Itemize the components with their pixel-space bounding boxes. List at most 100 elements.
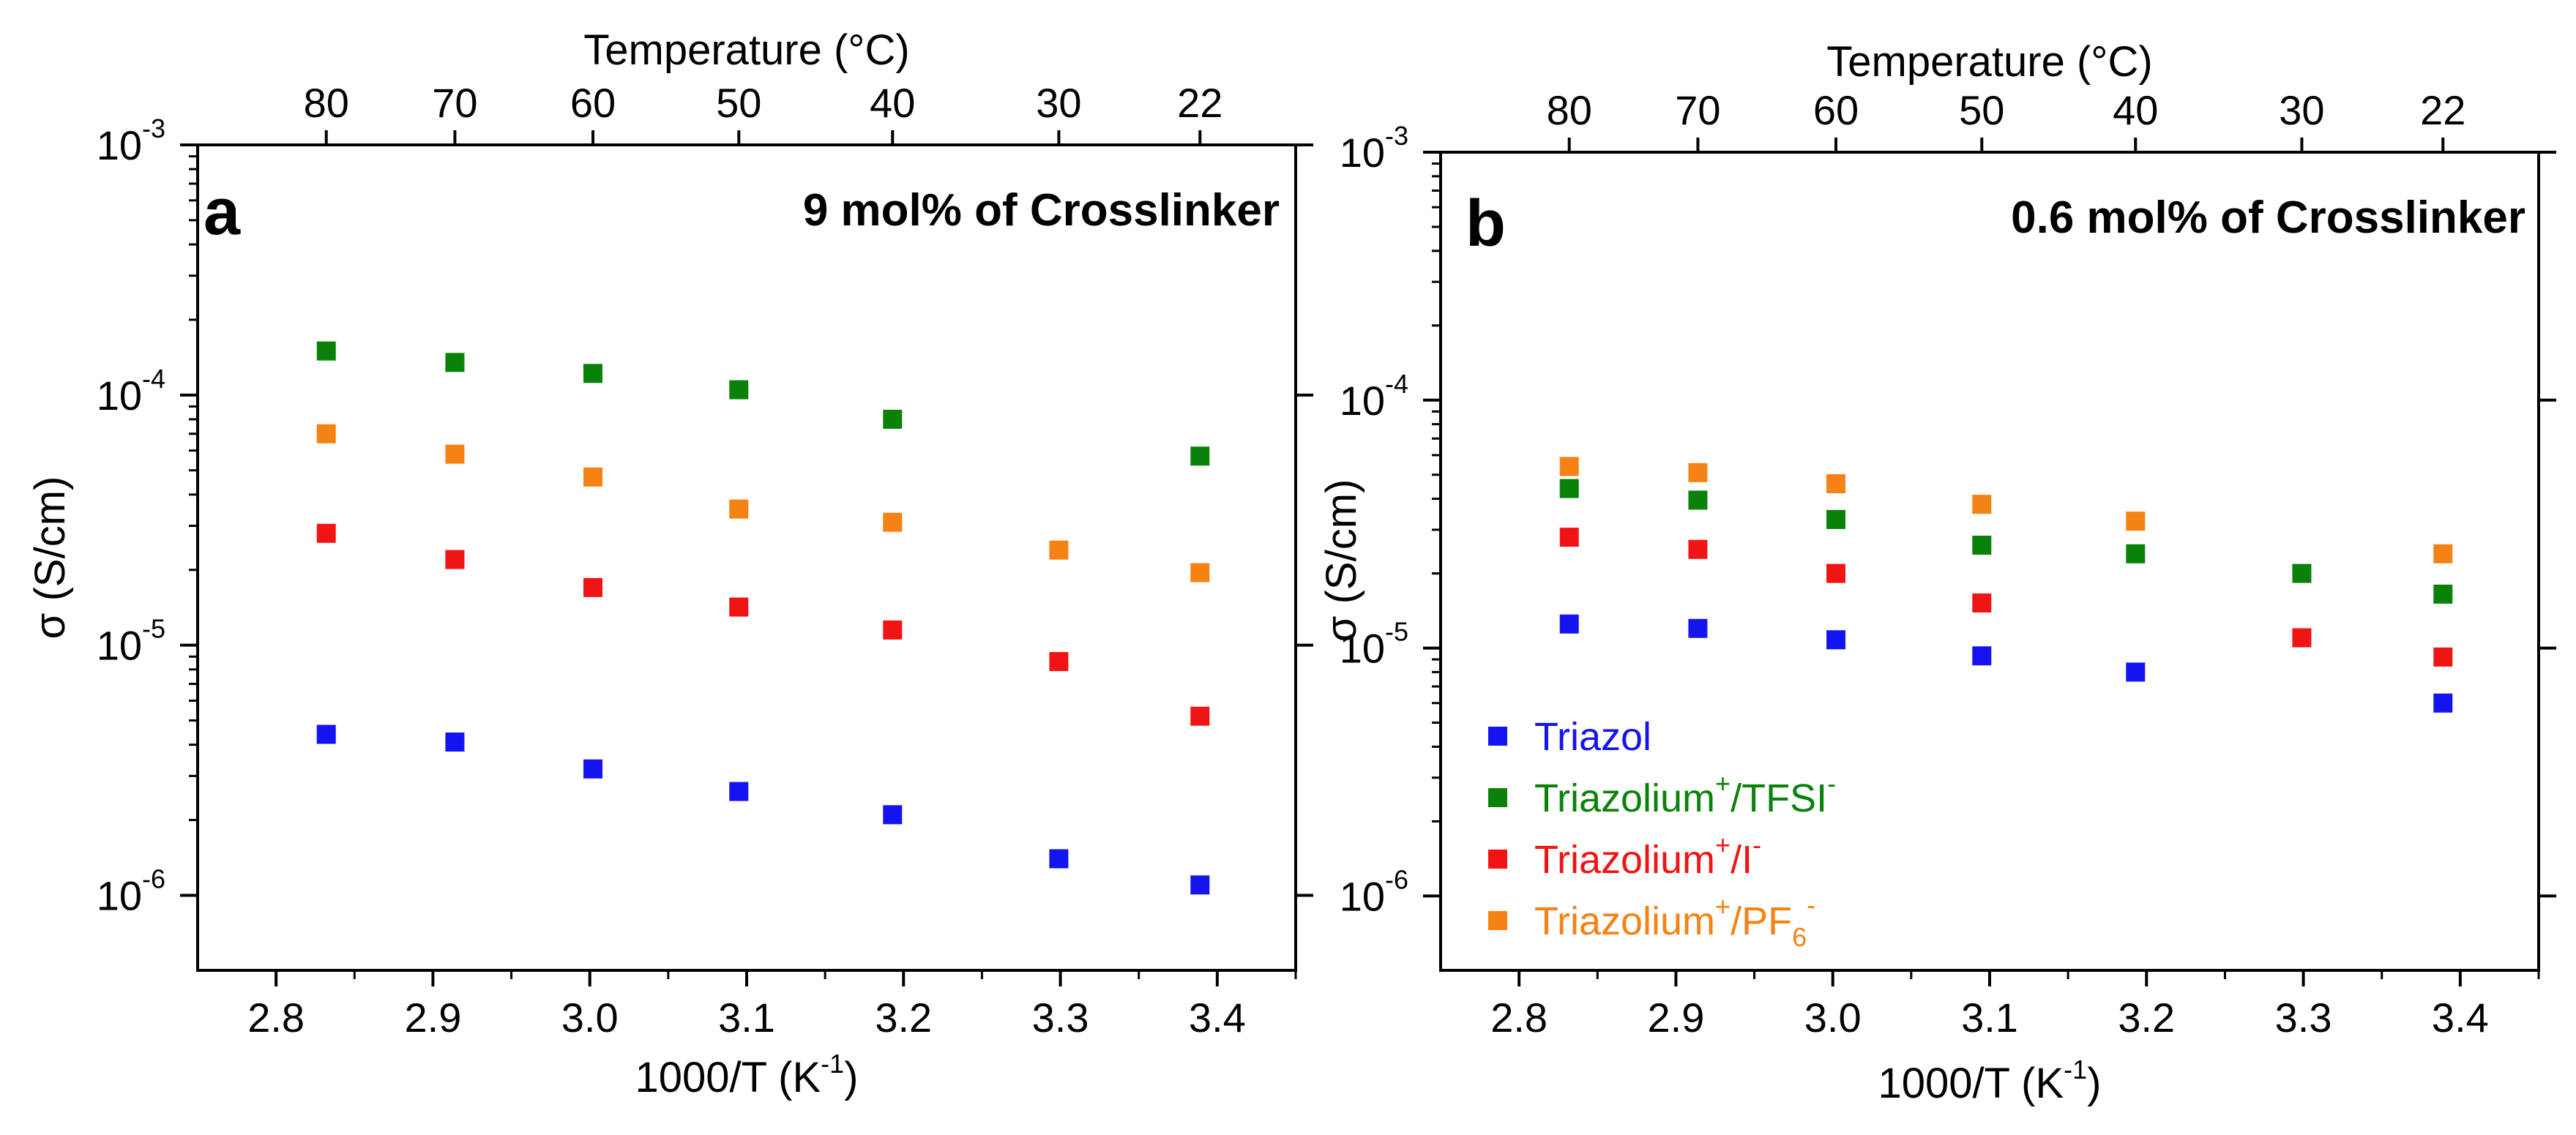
y-tick-exponent: -4: [142, 364, 165, 394]
panel-b-y-tick-labels: 10-310-410-510-6: [1340, 121, 1408, 919]
legend-marker: [1488, 788, 1507, 807]
data-point: [2433, 544, 2453, 563]
data-point: [1049, 849, 1069, 869]
y-tick-label: 10-4: [1340, 369, 1408, 424]
data-point: [1972, 646, 1992, 666]
data-point: [1972, 495, 1992, 514]
y-tick-label: 10-5: [1340, 617, 1408, 672]
y-tick-exponent: -6: [142, 864, 165, 894]
data-point: [2292, 563, 2312, 583]
data-point: [1190, 706, 1210, 726]
y-tick-base: 10: [97, 122, 142, 168]
legend-label: Triazolium+/TFSI-: [1534, 768, 1836, 820]
data-point: [583, 759, 602, 779]
top-tick-label: 22: [2420, 87, 2465, 133]
data-point: [2433, 693, 2453, 713]
top-tick-label: 70: [432, 80, 477, 126]
y-tick-label: 10-3: [1340, 121, 1408, 176]
panel-a-top-axis-title: Temperature (°C): [583, 26, 909, 74]
panel-b-data-points: [1559, 457, 2453, 713]
panel-a: 2.8 2.9 3.0 3.1 3.2 3.3 3.4 80 70 60 50 40 30 22 10-…: [26, 26, 1313, 1101]
x-axis-title-exponent: -1: [821, 1049, 844, 1079]
data-point: [883, 620, 903, 640]
top-tick-label: 50: [1959, 87, 2004, 133]
data-point: [1972, 535, 1992, 555]
data-point: [729, 499, 749, 519]
data-point: [316, 341, 336, 361]
x-tick-label: 2.8: [1490, 994, 1548, 1041]
data-point: [729, 597, 749, 617]
data-point: [1559, 479, 1579, 498]
y-tick-exponent: -5: [1385, 617, 1408, 647]
data-point: [445, 353, 465, 372]
x-tick-label: 3.0: [1804, 994, 1862, 1041]
data-point: [316, 724, 336, 744]
legend-marker: [1488, 850, 1507, 869]
data-point: [2433, 647, 2453, 667]
y-tick-label: 10-6: [1340, 864, 1408, 919]
panel-a-letter: a: [204, 176, 241, 249]
data-point: [445, 550, 465, 569]
data-point: [445, 444, 465, 464]
x-tick-label: 3.0: [561, 994, 619, 1041]
legend-anion-charge: -: [1827, 768, 1836, 798]
panel-b-top-tick-labels: 80 70 60 50 40 30 22: [1547, 87, 2466, 133]
top-tick-label: 60: [570, 80, 616, 126]
y-tick-base: 10: [1340, 378, 1385, 424]
x-tick-label: 2.9: [1647, 994, 1704, 1041]
data-point: [1826, 563, 1845, 583]
top-tick-label: 80: [1547, 87, 1592, 133]
x-axis-title-tail: ): [2087, 1060, 2101, 1107]
legend-anion: /PF: [1731, 899, 1792, 943]
legend-text: Triazolium: [1534, 899, 1715, 943]
data-point: [2292, 628, 2312, 648]
legend-label: Triazolium+/I-: [1534, 830, 1761, 882]
y-tick-base: 10: [97, 872, 142, 918]
y-tick-base: 10: [1340, 873, 1385, 919]
data-point: [2126, 662, 2146, 682]
panel-a-y-axis-title: σ (S/cm): [26, 476, 74, 640]
data-point: [1688, 490, 1708, 510]
y-tick-exponent: -3: [142, 113, 165, 143]
panel-a-ticks: [180, 130, 1313, 986]
data-point: [1559, 528, 1579, 547]
legend-anion: /I: [1731, 838, 1752, 882]
y-tick-base: 10: [97, 372, 142, 419]
data-point: [883, 409, 903, 429]
x-tick-label: 3.4: [2432, 994, 2489, 1041]
panel-b-y-axis-title: σ (S/cm): [1318, 479, 1365, 643]
data-point: [583, 467, 602, 487]
data-point: [1190, 563, 1210, 583]
y-tick-label: 10-3: [97, 113, 165, 168]
data-point: [1688, 539, 1708, 559]
top-tick-label: 70: [1675, 87, 1720, 133]
top-tick-label: 30: [2279, 87, 2324, 133]
data-point: [2126, 512, 2146, 531]
panel-b-title: 0.6 mol% of Crosslinker: [2011, 192, 2525, 243]
data-point: [1190, 446, 1210, 466]
panel-b-top-axis-title: Temperature (°C): [1826, 38, 2152, 86]
x-tick-label: 3.3: [1032, 994, 1089, 1041]
y-tick-exponent: -3: [1385, 121, 1408, 151]
panel-a-x-axis-title-main: 1000/T (K: [635, 1054, 821, 1101]
x-tick-label: 3.2: [2118, 994, 2175, 1041]
legend-text: Triazolium: [1534, 776, 1715, 820]
legend-marker: [1488, 911, 1507, 930]
data-point: [316, 424, 336, 443]
y-tick-exponent: -6: [1385, 864, 1408, 894]
legend-anion: /TFSI: [1731, 776, 1827, 820]
data-point: [316, 523, 336, 543]
data-point: [1190, 875, 1210, 895]
data-point: [1559, 614, 1579, 634]
legend-charge: +: [1715, 768, 1731, 798]
top-tick-label: 30: [1036, 80, 1081, 126]
x-tick-label: 2.8: [247, 994, 305, 1041]
legend-label: Triazol: [1534, 715, 1651, 759]
data-point: [883, 512, 903, 532]
y-tick-base: 10: [97, 623, 142, 669]
legend-charge: +: [1715, 891, 1731, 921]
data-point: [583, 364, 602, 383]
x-axis-title-exponent: -1: [2064, 1055, 2087, 1085]
